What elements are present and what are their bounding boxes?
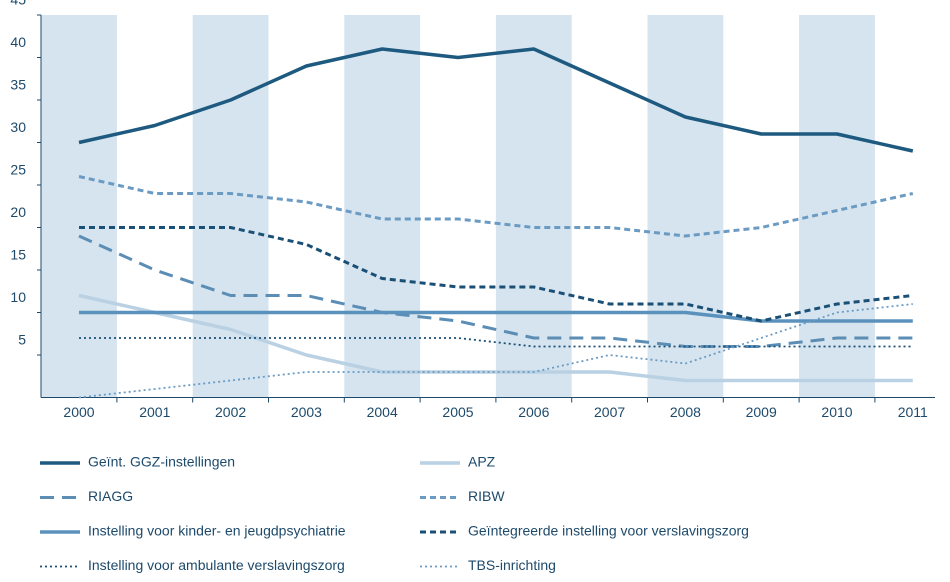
y-tick-label: 45	[10, 0, 26, 8]
x-tick-label: 2008	[670, 404, 701, 420]
legend-label: RIAGG	[88, 488, 133, 504]
x-tick-label: 2010	[821, 404, 852, 420]
column-band	[41, 15, 117, 398]
x-tick-label: 2000	[63, 404, 94, 420]
y-tick-label: 30	[10, 119, 26, 135]
legend-label: Geïntegreerde instelling voor verslaving…	[468, 523, 749, 539]
column-band	[192, 15, 269, 398]
series-line	[79, 310, 913, 323]
x-tick-label: 2001	[139, 404, 170, 420]
y-tick-label: 10	[10, 289, 26, 305]
column-band	[344, 15, 421, 398]
legend-label: RIBW	[468, 488, 505, 504]
legend-label: Instelling voor kinder- en jeugdpsychiat…	[88, 523, 346, 539]
series-line	[78, 293, 913, 383]
y-tick-label: 35	[10, 77, 26, 93]
column-band	[495, 15, 572, 398]
series-line	[79, 337, 913, 348]
y-tick-label: 40	[10, 34, 26, 50]
x-tick-label: 2007	[594, 404, 625, 420]
y-tick-label: 25	[10, 162, 26, 178]
legend-label: Instelling voor ambulante verslavingszor…	[88, 557, 345, 573]
series-line	[78, 234, 913, 348]
y-tick-label: 5	[18, 332, 26, 348]
legend-label: TBS-inrichting	[468, 557, 556, 573]
series-line	[78, 47, 914, 153]
legend-label: Geïnt. GGZ-instellingen	[88, 454, 235, 470]
x-tick-label: 2009	[746, 404, 777, 420]
legend-label: APZ	[468, 454, 496, 470]
x-tick-label: 2006	[518, 404, 549, 420]
series-line	[78, 175, 914, 238]
x-tick-label: 2005	[442, 404, 473, 420]
y-tick-label: 15	[10, 247, 26, 263]
y-tick-label: 20	[10, 204, 26, 220]
column-band	[647, 15, 724, 398]
x-tick-label: 2003	[291, 404, 322, 420]
x-tick-label: 2004	[367, 404, 398, 420]
x-tick-label: 2011	[898, 404, 928, 420]
x-tick-label: 2002	[215, 404, 246, 420]
